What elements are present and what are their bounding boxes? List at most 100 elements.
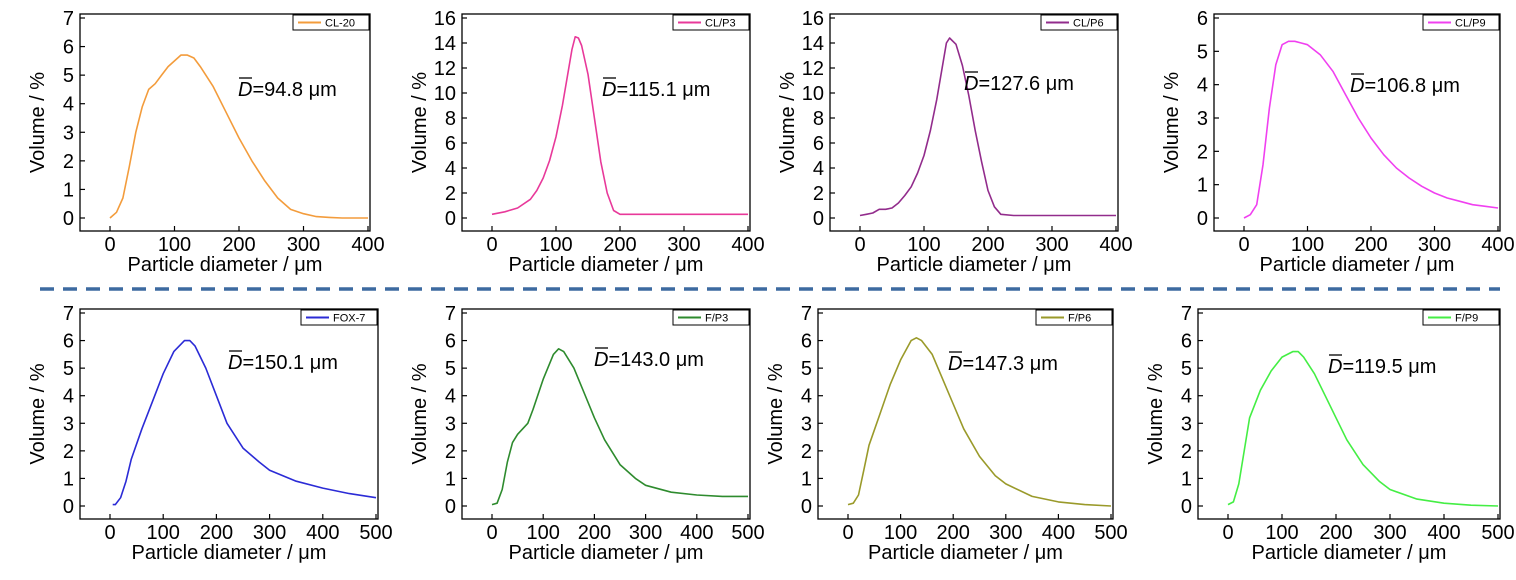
x-tick-label: 300: [287, 234, 320, 256]
plot-frame: [829, 13, 1119, 232]
x-axis-label: Particle diameter / μm: [868, 542, 1063, 564]
x-tick-label: 400: [731, 234, 764, 256]
y-axis-label: Volume / %: [1145, 363, 1167, 464]
x-tick-label: 400: [1099, 234, 1132, 256]
y-tick-label: 6: [445, 133, 456, 155]
mean-diameter-annotation: D=127.6 μm: [964, 71, 1074, 95]
y-tick-label: 16: [802, 8, 824, 30]
y-axis-label: Volume / %: [777, 72, 799, 173]
x-axis-label: Particle diameter / μm: [509, 542, 704, 564]
y-tick-label: 7: [63, 303, 74, 325]
x-tick-label: 200: [200, 522, 233, 544]
y-tick-label: 4: [63, 386, 74, 408]
y-tick-label: 5: [1197, 41, 1208, 63]
y-tick-label: 14: [434, 33, 456, 55]
x-tick-label: 300: [253, 522, 286, 544]
plot-frame: [79, 13, 371, 232]
y-tick-label: 2: [63, 151, 74, 173]
mean-symbol: D: [948, 353, 962, 375]
x-tick-label: 400: [1427, 522, 1460, 544]
legend-label: F/P6: [1068, 313, 1091, 325]
x-tick-label: 400: [351, 234, 384, 256]
y-tick-label: 6: [63, 37, 74, 59]
y-tick-label: 2: [445, 183, 456, 205]
legend-label: F/P9: [1455, 313, 1478, 325]
chart-panel-8: 0 1 2 3 4 5 6 7 0 100 200 300 400 500 Particle diamete…: [1145, 303, 1515, 564]
legend-box: [672, 309, 750, 326]
y-tick-label: 1: [63, 179, 74, 201]
x-tick-label: 500: [1094, 522, 1127, 544]
y-tick-label: 3: [445, 413, 456, 435]
y-tick-label: 3: [1197, 108, 1208, 130]
legend: FOX-7: [300, 309, 378, 326]
mean-diameter-annotation: D=143.0 μm: [594, 347, 704, 371]
plot-frame: [79, 308, 379, 520]
y-tick-label: 4: [1181, 386, 1192, 408]
x-tick-label: 0: [1238, 234, 1249, 256]
y-tick-label: 1: [1181, 468, 1192, 490]
mean-value: =119.5 μm: [1342, 356, 1436, 378]
y-tick-label: 6: [63, 331, 74, 353]
x-tick-label: 300: [629, 522, 662, 544]
x-tick-label: 500: [1481, 522, 1514, 544]
y-tick-label: 1: [1197, 175, 1208, 197]
annotation-text: D=115.1 μm: [602, 79, 710, 101]
y-tick-label: 4: [445, 386, 456, 408]
mean-diameter-annotation: D=119.5 μm: [1328, 354, 1436, 378]
y-tick-label: 14: [802, 33, 824, 55]
legend-box: [1040, 14, 1118, 31]
x-tick-label: 0: [104, 234, 115, 256]
y-tick-label: 2: [63, 441, 74, 463]
mean-diameter-annotation: D=115.1 μm: [602, 77, 710, 101]
mean-diameter-annotation: D=147.3 μm: [948, 351, 1058, 375]
legend: F/P3: [672, 309, 750, 326]
y-tick-label: 4: [1197, 75, 1208, 97]
x-tick-label: 300: [1418, 234, 1451, 256]
y-tick-label: 4: [445, 158, 456, 180]
legend: F/P9: [1422, 309, 1500, 326]
y-tick-label: 6: [801, 331, 812, 353]
y-tick-label: 7: [801, 303, 812, 325]
mean-value: =150.1 μm: [242, 352, 337, 374]
x-tick-label: 0: [104, 522, 115, 544]
x-tick-label: 100: [1291, 234, 1324, 256]
x-axis-label: Particle diameter / μm: [509, 254, 704, 276]
series-line-f-p3: [491, 347, 748, 506]
y-tick-label: 6: [1197, 8, 1208, 30]
x-tick-label: 200: [578, 522, 611, 544]
series-line-f-p6: [847, 336, 1112, 507]
annotation-text: D=127.6 μm: [964, 73, 1074, 95]
x-tick-label: 200: [222, 234, 255, 256]
legend-label: FOX-7: [333, 313, 365, 325]
plot-frame: [817, 308, 1114, 520]
y-tick-label: 2: [801, 441, 812, 463]
y-tick-label: 4: [813, 158, 824, 180]
series-line-fox-7: [112, 339, 377, 506]
chart-panel-6: 0 1 2 3 4 5 6 7 0 100 200 300 400 500 Particle diamete…: [409, 303, 765, 564]
y-tick-label: 12: [802, 58, 824, 80]
x-tick-label: 100: [147, 522, 180, 544]
annotation-text: D=106.8 μm: [1350, 75, 1460, 97]
y-tick-label: 5: [445, 358, 456, 380]
mean-symbol: D: [238, 79, 252, 101]
x-axis-label: Particle diameter / μm: [1252, 542, 1447, 564]
y-tick-label: 4: [801, 386, 812, 408]
series-line-f-p9: [1227, 350, 1499, 507]
legend: CL-20: [292, 14, 370, 31]
y-axis-label: Volume / %: [409, 72, 431, 173]
y-tick-label: 0: [445, 208, 456, 230]
x-axis-label: Particle diameter / μm: [132, 542, 327, 564]
y-tick-label: 5: [63, 65, 74, 87]
mean-symbol: D: [228, 352, 242, 374]
y-tick-label: 1: [63, 468, 74, 490]
x-tick-label: 300: [989, 522, 1022, 544]
y-tick-label: 0: [63, 208, 74, 230]
mean-symbol: D: [594, 349, 608, 371]
y-tick-label: 10: [434, 83, 456, 105]
y-tick-label: 0: [63, 496, 74, 518]
plot-frame: [1197, 308, 1501, 520]
x-tick-label: 200: [1354, 234, 1387, 256]
legend-box: [1422, 14, 1500, 31]
series-line-cl-p6: [859, 37, 1116, 217]
x-axis-label: Particle diameter / μm: [1260, 254, 1455, 276]
